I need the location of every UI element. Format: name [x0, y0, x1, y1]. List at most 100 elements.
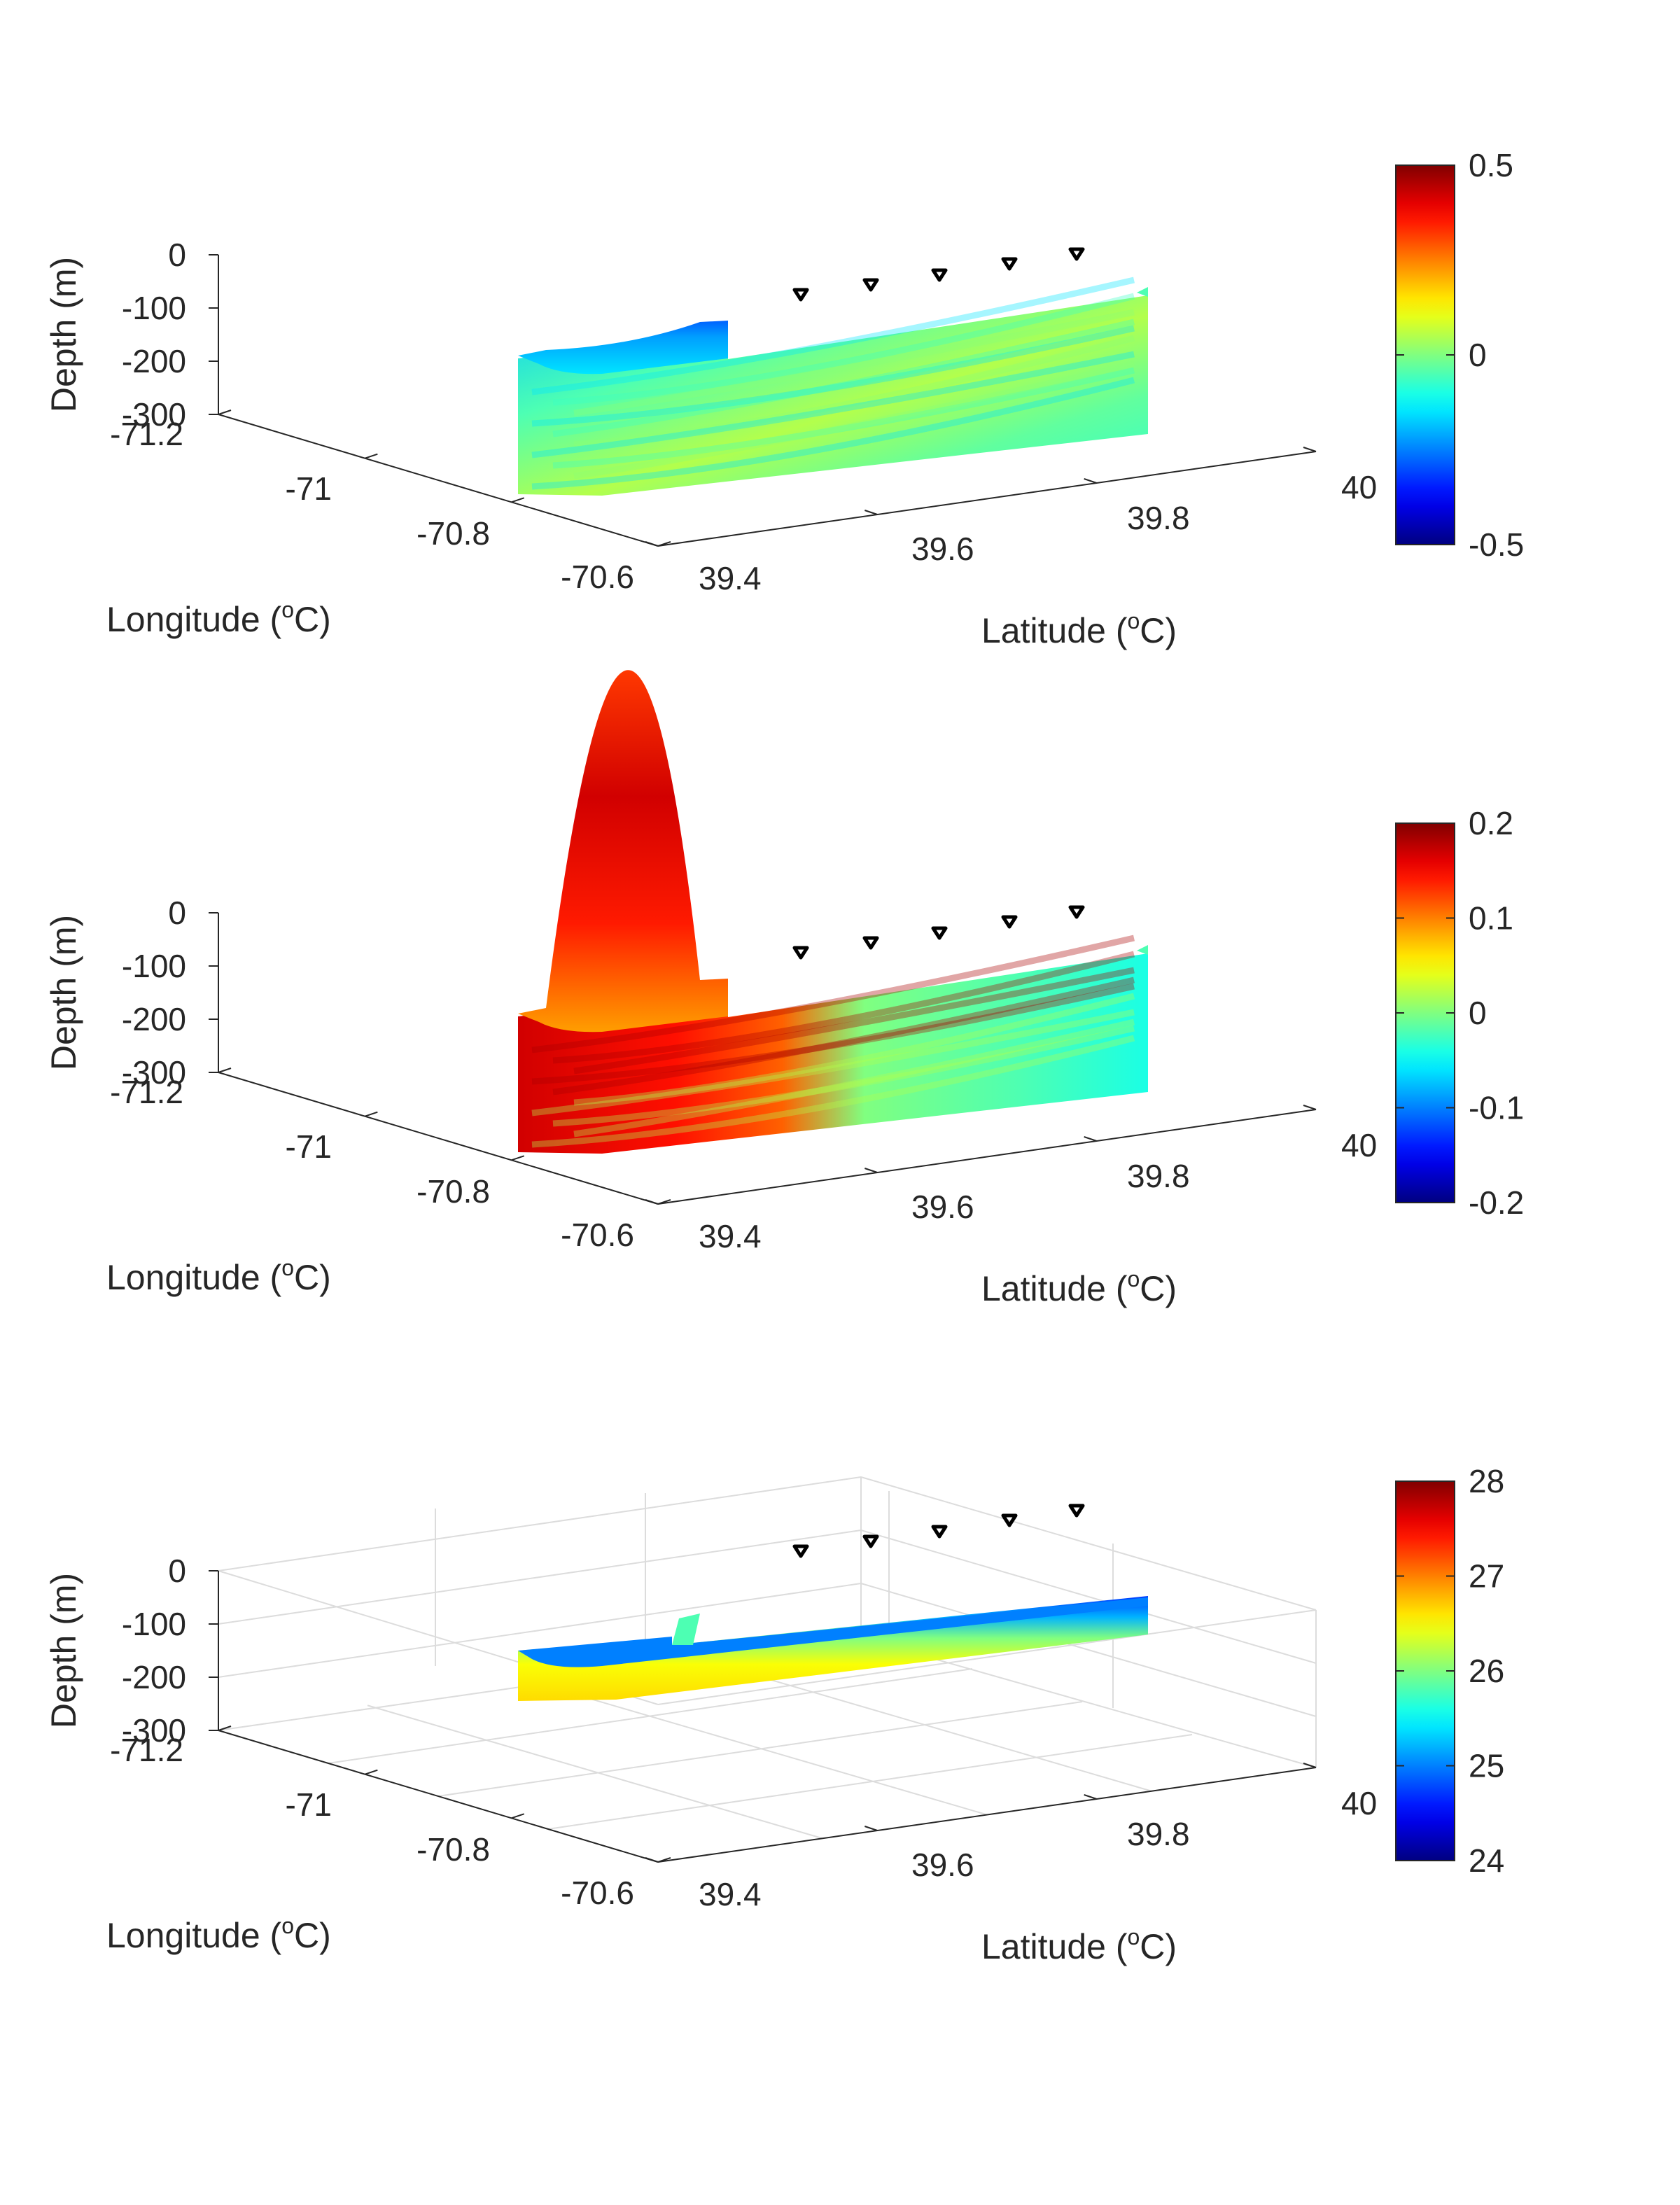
section-texture [573, 993, 1135, 1106]
x-tick [218, 1068, 232, 1073]
z-axis-label: Depth (m) [44, 915, 83, 1070]
y-tick-label: 39.8 [1127, 1158, 1190, 1194]
x-tick-label: -70.8 [416, 1173, 490, 1210]
section-texture [531, 276, 1135, 396]
y-tick-label: 39.6 [911, 531, 974, 567]
x-tick [218, 1726, 232, 1731]
grid-line [860, 1476, 1317, 1611]
z-tick-label: -300 [122, 396, 186, 433]
colorbar-tick-label: 0.1 [1469, 900, 1513, 937]
station-marker [862, 936, 879, 950]
section-edge [1137, 945, 1148, 955]
x-tick [365, 453, 378, 459]
station-marker [1068, 247, 1085, 261]
y-tick [1303, 1105, 1317, 1110]
section-texture [552, 318, 1135, 438]
z-tick-label: -100 [122, 948, 186, 984]
colorbar-tick-label: 27 [1469, 1558, 1504, 1595]
x-axis-line [218, 1072, 659, 1205]
section-west-wall [518, 670, 728, 1032]
z-tick-label: -200 [122, 343, 186, 379]
panel-top: 0 -100 -200 -300-71.2 -71 -70.8 -70.6 39.4 39.6 3… [44, 147, 1524, 650]
y-tick-label: 39.4 [699, 1218, 762, 1254]
colorbar [1395, 164, 1455, 545]
colorbar-tick-label: 25 [1469, 1748, 1504, 1784]
section-texture [531, 1009, 1135, 1116]
x-tick-label: -71.2 [110, 416, 183, 452]
x-tick [365, 1769, 378, 1775]
x-axis-line [218, 414, 659, 547]
y-tick [645, 1857, 659, 1863]
y-axis-label: Latitude (oC) [981, 1266, 1177, 1308]
station-marker [792, 288, 809, 302]
panel-middle: 0 -100 -200 -300-71.2 -71 -70.8 -70.6 39.4 39.6 3… [44, 670, 1524, 1308]
section-texture [552, 367, 1135, 469]
y-tick [1303, 447, 1317, 452]
grid-line [367, 1704, 823, 1840]
station-marker [931, 926, 948, 940]
y-tick [645, 541, 659, 547]
station-marker [862, 1534, 879, 1548]
section-texture [573, 309, 1135, 416]
z-tick-label: 0 [168, 895, 186, 931]
y-axis-line [657, 1767, 1317, 1863]
z-tick-label: -300 [122, 1054, 186, 1091]
z-tick-label: -200 [122, 1659, 186, 1695]
colorbar-tick-label: 0 [1469, 337, 1487, 373]
station-marker [931, 268, 948, 282]
x-tick-label: -71 [286, 1128, 332, 1165]
y-axis-line [657, 1109, 1317, 1205]
x-tick-label: -71 [286, 470, 332, 507]
x-tick [511, 1813, 524, 1819]
station-marker [931, 1525, 948, 1539]
x-axis-label: Longitude (oC) [106, 1255, 331, 1297]
colorbar-tick-label: 0.5 [1469, 147, 1513, 183]
x-tick-label: -71.2 [110, 1074, 183, 1110]
station-marker [1001, 915, 1018, 929]
y-tick-label: 39.6 [911, 1189, 974, 1225]
section-texture [531, 934, 1135, 1054]
station-marker [1068, 905, 1085, 919]
grid-line [531, 1681, 988, 1816]
colorbar [1395, 822, 1455, 1203]
x-axis-label: Longitude (oC) [106, 597, 331, 639]
y-tick-label: 39.6 [911, 1847, 974, 1883]
station-marker [1068, 1504, 1085, 1518]
z-tick-label: -200 [122, 1001, 186, 1037]
colorbar-tick-label: 26 [1469, 1653, 1504, 1689]
colorbar-tick-label: 28 [1469, 1463, 1504, 1499]
x-tick-label: -70.8 [416, 1831, 490, 1868]
x-axis-line [218, 1730, 659, 1863]
y-tick [1084, 1136, 1097, 1142]
grid-line [860, 1583, 1317, 1717]
colorbar-tick-label: -0.2 [1469, 1184, 1524, 1221]
z-tick-label: 0 [168, 237, 186, 273]
y-axis-label: Latitude (oC) [981, 1924, 1177, 1966]
section-texture [552, 293, 1135, 406]
z-axis-label: Depth (m) [44, 1573, 83, 1728]
y-axis-line [657, 451, 1317, 547]
section-texture [573, 360, 1135, 479]
y-tick-label: 39.4 [699, 1876, 762, 1912]
x-axis-label: Longitude (oC) [106, 1913, 331, 1955]
grid-line [218, 1476, 862, 1572]
y-tick-label: 40 [1341, 1127, 1377, 1163]
grid-line [218, 1530, 862, 1625]
section-texture [552, 951, 1135, 1064]
grid-line [657, 1609, 1317, 1705]
station-marker [792, 946, 809, 960]
y-tick [1084, 1794, 1097, 1800]
y-tick-label: 40 [1341, 469, 1377, 505]
z-tick-label: -100 [122, 1606, 186, 1642]
colorbar-tick-label: 24 [1469, 1842, 1504, 1879]
section-top-edge [518, 1597, 1148, 1667]
colorbar-tick-label: -0.1 [1469, 1090, 1524, 1126]
y-tick [864, 1168, 878, 1173]
x-tick-label: -71.2 [110, 1732, 183, 1768]
section-texture [531, 377, 1135, 490]
section-west-wall [518, 321, 728, 374]
z-tick-label: 0 [168, 1553, 186, 1589]
y-axis-label: Latitude (oC) [981, 608, 1177, 650]
colorbar-tick-label: 0.2 [1469, 805, 1513, 841]
section-edge [1137, 287, 1148, 297]
